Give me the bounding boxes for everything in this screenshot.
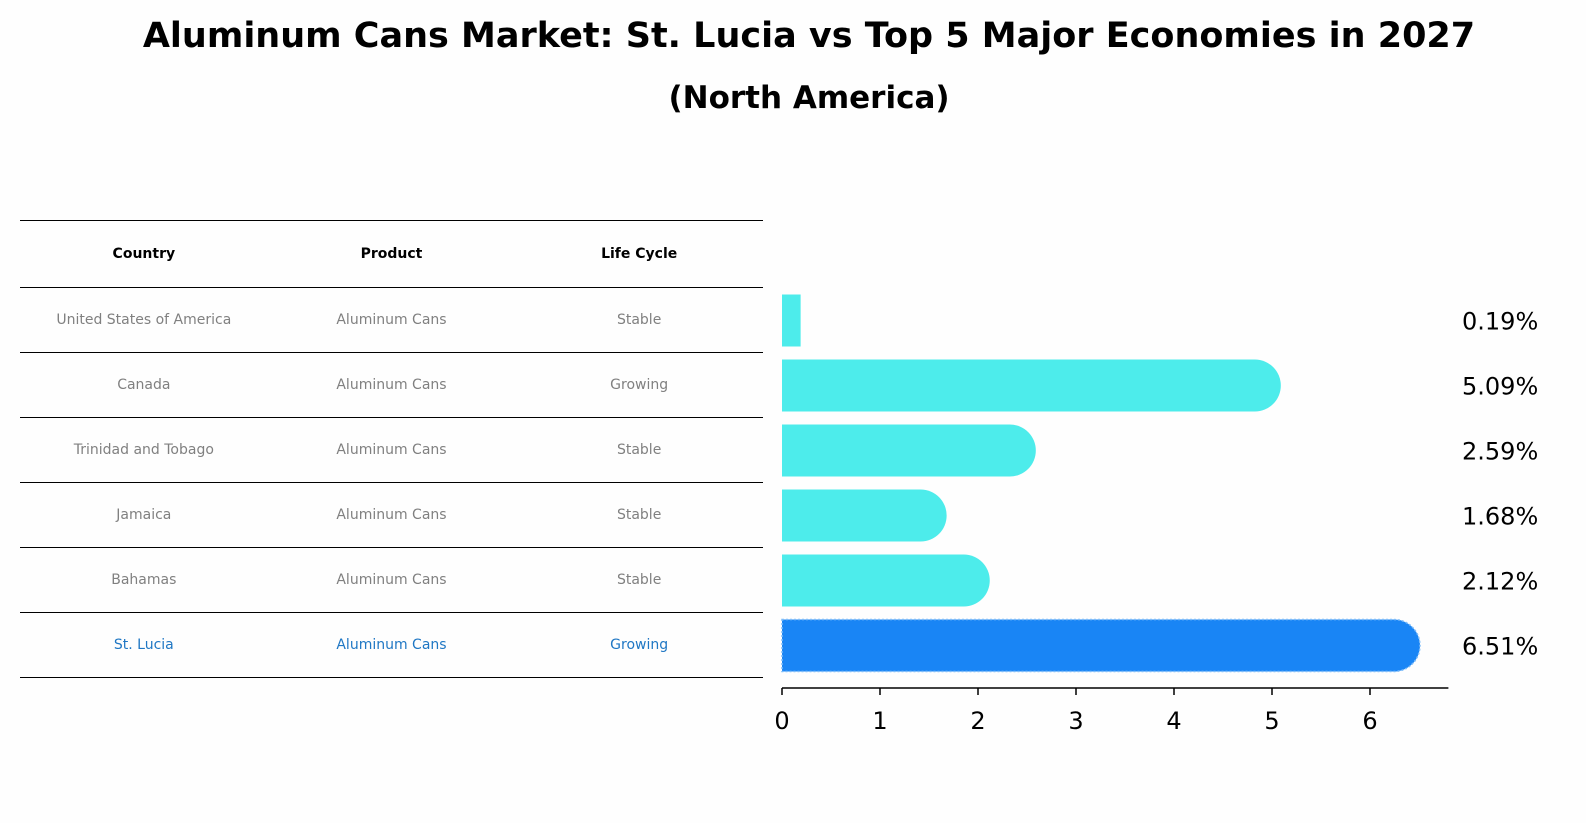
- cell-life-cycle: Stable: [515, 482, 763, 548]
- cell-life-cycle: Stable: [515, 547, 763, 613]
- cell-country: St. Lucia: [20, 612, 268, 678]
- cell-life-cycle: Growing: [515, 352, 763, 418]
- cell-product: Aluminum Cans: [267, 612, 516, 678]
- cell-country: United States of America: [20, 287, 268, 353]
- cell-country: Jamaica: [20, 482, 268, 548]
- table-row: Jamaica Aluminum Cans Stable: [20, 482, 763, 548]
- bar: [782, 554, 990, 607]
- header-country: Country: [20, 220, 268, 288]
- cell-life-cycle: Growing: [515, 612, 763, 678]
- bar-highlighted: [781, 618, 1421, 673]
- x-tick-label: 1: [872, 707, 887, 735]
- chart-subtitle: (North America): [668, 80, 950, 116]
- header-product: Product: [267, 220, 516, 288]
- x-tick-label: 0: [774, 707, 789, 735]
- bar: [782, 359, 1281, 412]
- data-label: 2.12%: [1462, 568, 1538, 596]
- cell-product: Aluminum Cans: [267, 352, 516, 418]
- table-row-highlighted: St. Lucia Aluminum Cans Growing: [20, 612, 763, 678]
- data-label: 2.59%: [1462, 438, 1538, 466]
- cell-life-cycle: Stable: [515, 417, 763, 483]
- cell-country: Trinidad and Tobago: [20, 417, 268, 483]
- data-label: 1.68%: [1462, 503, 1538, 531]
- cell-product: Aluminum Cans: [267, 287, 516, 353]
- table-row: Bahamas Aluminum Cans Stable: [20, 547, 763, 613]
- table-row: United States of America Aluminum Cans S…: [20, 287, 763, 353]
- data-label: 0.19%: [1462, 308, 1538, 336]
- cell-country: Bahamas: [20, 547, 268, 613]
- bar: [782, 489, 947, 542]
- data-table: Country Product Life Cycle United States…: [20, 220, 763, 678]
- data-label: 5.09%: [1462, 373, 1538, 401]
- x-tick-label: 4: [1166, 707, 1181, 735]
- table-row: Trinidad and Tobago Aluminum Cans Stable: [20, 417, 763, 483]
- cell-product: Aluminum Cans: [267, 482, 516, 548]
- table-row: Canada Aluminum Cans Growing: [20, 352, 763, 418]
- cell-life-cycle: Stable: [515, 287, 763, 353]
- bar: [782, 424, 1036, 477]
- cell-country: Canada: [20, 352, 268, 418]
- chart-title: Aluminum Cans Market: St. Lucia vs Top 5…: [142, 16, 1476, 56]
- x-tick-label: 6: [1362, 707, 1377, 735]
- table-header-row: Country Product Life Cycle: [20, 220, 763, 288]
- data-label: 6.51%: [1462, 633, 1538, 661]
- bar: [782, 294, 801, 347]
- x-tick-label: 5: [1264, 707, 1279, 735]
- header-life-cycle: Life Cycle: [515, 220, 763, 288]
- x-tick-label: 2: [970, 707, 985, 735]
- x-tick-label: 3: [1068, 707, 1083, 735]
